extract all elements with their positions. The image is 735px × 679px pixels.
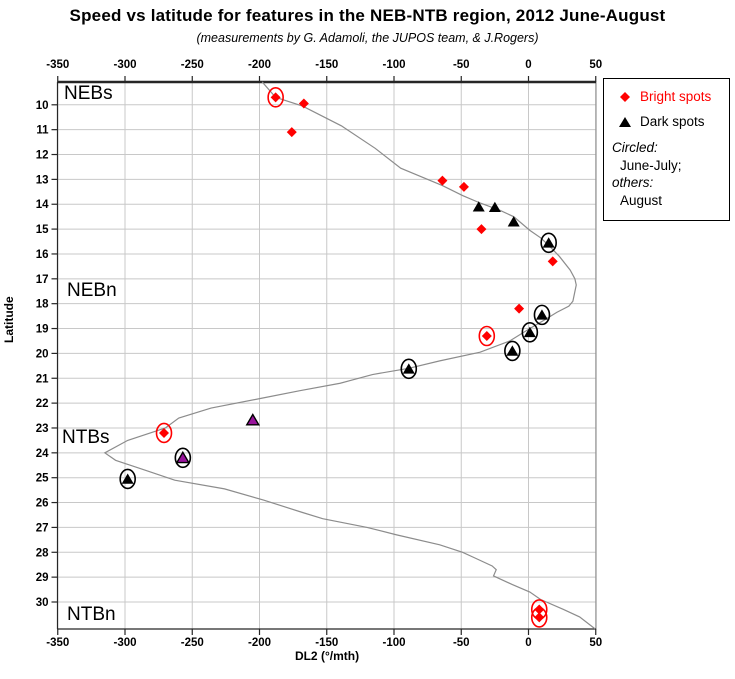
- y-axis-title: Latitude: [2, 296, 16, 344]
- x-axis-top-tick-label: 50: [589, 59, 602, 71]
- chart-title: Speed vs latitude for features in the NE…: [69, 6, 666, 25]
- dark-spot-point: [506, 345, 519, 356]
- legend-others-value: August: [620, 192, 663, 208]
- region-label-nebs: NEBs: [64, 83, 113, 104]
- bright-spot-point: [476, 224, 487, 235]
- bright-spot-point: [534, 612, 545, 623]
- legend-note: Circled: June-July; others: August: [612, 139, 729, 209]
- dark-spot-point: [488, 201, 501, 213]
- y-axis-tick-label: 24: [36, 448, 49, 460]
- dark-spot-circle: [504, 340, 521, 362]
- bright-spot-point: [547, 256, 558, 267]
- y-axis-tick-label: 14: [36, 199, 49, 211]
- dark-spot-circle: [174, 447, 192, 469]
- x-axis-top-tick-label: 0: [525, 59, 531, 71]
- x-axis-top-tick-label: -50: [453, 59, 470, 71]
- bright-spot-circle: [267, 87, 284, 108]
- bright-spot-point: [159, 427, 170, 438]
- y-axis-tick-label: 20: [36, 348, 49, 360]
- x-axis-bottom-tick-label: -150: [315, 637, 338, 649]
- dark-spot-point: [542, 237, 555, 248]
- dark-spot-triangle-icon: [614, 116, 636, 128]
- y-axis-tick-label: 21: [36, 373, 49, 385]
- legend-item-bright-spots: Bright spots: [614, 89, 729, 104]
- bright-spot-point: [481, 330, 492, 341]
- bright-spot-point: [458, 181, 469, 192]
- bright-spot-point: [270, 92, 281, 103]
- y-axis-tick-label: 28: [36, 547, 49, 559]
- region-label-ntbn: NTBn: [67, 604, 116, 625]
- y-axis-tick-label: 30: [36, 597, 49, 609]
- x-axis-title: DL2 (°/mth): [294, 649, 360, 663]
- y-axis-tick-label: 23: [36, 423, 49, 435]
- y-axis-tick-label: 12: [36, 150, 49, 162]
- dark-spot-circle: [533, 304, 551, 326]
- x-axis-top-tick-label: -150: [315, 59, 338, 71]
- dark-spot-point: [523, 326, 536, 338]
- legend-circled-heading: Circled:: [612, 140, 658, 155]
- dark-spot-point: [472, 201, 485, 212]
- bright-spot-point: [286, 127, 297, 138]
- bright-spot-point: [437, 175, 448, 186]
- y-axis-tick-label: 13: [36, 174, 49, 186]
- wind-profile-curve: [103, 81, 596, 630]
- x-axis-top-tick-label: -250: [181, 59, 204, 71]
- dark-spot-point: [245, 413, 260, 426]
- bright-spot-diamond-icon: [614, 91, 636, 103]
- dark-spot-circle: [119, 468, 136, 490]
- bright-spot-point: [534, 604, 545, 615]
- y-axis-tick-label: 19: [36, 324, 49, 336]
- legend-bright-label: Bright spots: [640, 89, 712, 104]
- y-axis-tick-label: 29: [36, 572, 49, 584]
- x-axis-top-tick-label: -200: [248, 59, 271, 71]
- dark-spot-point: [402, 363, 415, 374]
- bright-spot-circle: [530, 607, 548, 628]
- x-axis-bottom-tick-label: -250: [181, 637, 204, 649]
- x-axis-top-tick-label: -350: [46, 59, 69, 71]
- bright-spot-point: [298, 98, 309, 109]
- legend-dark-label: Dark spots: [640, 114, 705, 129]
- legend-circled-value: June-July;: [620, 157, 682, 173]
- y-axis-tick-label: 18: [36, 299, 49, 311]
- y-axis-tick-label: 27: [36, 522, 49, 534]
- x-axis-bottom-tick-label: 0: [525, 637, 531, 649]
- dark-spot-point: [175, 450, 191, 464]
- dark-spot-point: [121, 473, 134, 484]
- chart-subtitle: (measurements by G. Adamoli, the JUPOS t…: [196, 31, 539, 45]
- legend-others-heading: others:: [612, 175, 654, 190]
- bright-spot-circle: [155, 422, 173, 444]
- x-axis-bottom-tick-label: -100: [382, 637, 405, 649]
- x-axis-top-tick-label: -100: [382, 59, 405, 71]
- dark-spot-circle: [540, 232, 557, 254]
- x-axis-bottom-tick-label: -350: [46, 637, 69, 649]
- region-label-nebn: NEBn: [67, 280, 117, 301]
- y-axis-tick-label: 10: [36, 100, 49, 112]
- x-axis-bottom-tick-label: -300: [113, 637, 136, 649]
- y-axis-tick-label: 25: [36, 473, 49, 485]
- y-axis-tick-label: 17: [36, 274, 49, 286]
- dark-spot-circle: [400, 358, 418, 380]
- bright-spot-point: [514, 303, 525, 314]
- x-axis-bottom-tick-label: -50: [453, 637, 470, 649]
- x-axis-bottom-tick-label: -200: [248, 637, 271, 649]
- y-axis-tick-label: 11: [36, 125, 49, 137]
- y-axis-tick-label: 26: [36, 498, 49, 510]
- dark-spot-circle: [521, 321, 539, 343]
- region-label-ntbs: NTBs: [62, 427, 110, 448]
- dark-spot-point: [535, 309, 548, 320]
- y-axis-tick-label: 22: [36, 398, 49, 410]
- y-axis-tick-label: 16: [36, 249, 49, 261]
- y-axis-tick-label: 15: [36, 224, 49, 236]
- dark-spot-point: [507, 216, 520, 227]
- legend: Bright spots Dark spots Circled: June-Ju…: [603, 78, 730, 221]
- x-axis-top-tick-label: -300: [113, 59, 136, 71]
- bright-spot-circle: [478, 325, 496, 347]
- legend-item-dark-spots: Dark spots: [614, 114, 729, 129]
- x-axis-bottom-tick-label: 50: [589, 637, 602, 649]
